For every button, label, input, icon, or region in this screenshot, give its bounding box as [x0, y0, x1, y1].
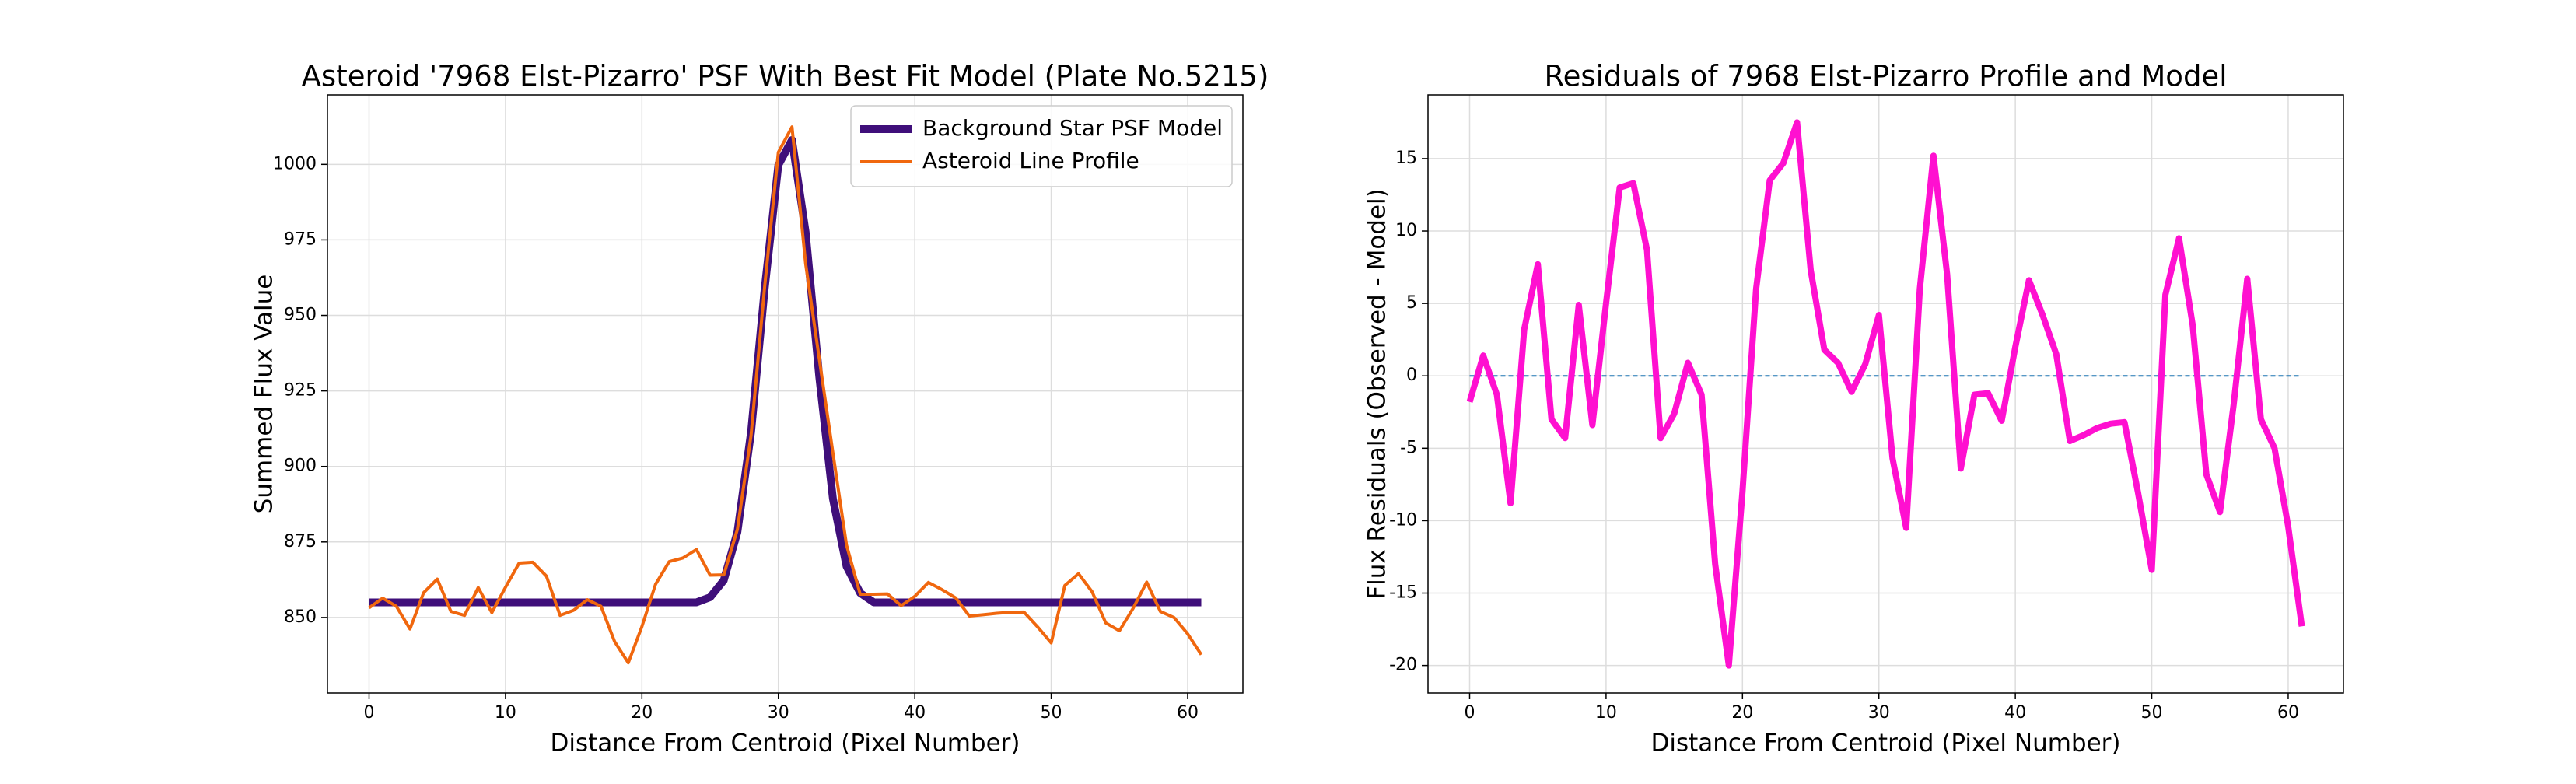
legend-label: Background Star PSF Model	[922, 115, 1223, 141]
x-tick-label: 0	[364, 703, 375, 723]
series-line	[368, 125, 1203, 665]
x-tick-label: 60	[1177, 703, 1199, 723]
x-tick-label: 40	[2004, 703, 2026, 723]
x-tick-label: 20	[1731, 703, 1753, 723]
x-tick-label: 60	[2277, 703, 2299, 723]
x-axis-label: Distance From Centroid (Pixel Number)	[550, 730, 1020, 758]
x-tick-label: 10	[495, 703, 516, 723]
x-tick-label: 20	[631, 703, 653, 723]
chart: 0 10 20 30 40 50 60 -20 -15 -10 -5 0 5 10 15 Residuals …	[1363, 60, 2344, 758]
y-tick-label: -10	[1389, 510, 1417, 530]
axes-frame	[1427, 94, 2344, 694]
y-axis-label: Summed Flux Value	[250, 275, 278, 514]
x-tick-label: 50	[1041, 703, 1062, 723]
axes-frame	[327, 94, 1244, 694]
series-line	[1466, 119, 2305, 669]
y-tick-label: 15	[1395, 149, 1417, 168]
y-tick-label: 0	[1406, 366, 1417, 385]
y-tick-label: 875	[284, 532, 317, 551]
y-tick-label: 850	[284, 607, 317, 627]
chart-title: Residuals of 7968 Elst-Pizarro Profile a…	[1545, 60, 2228, 93]
y-tick-label: 950	[284, 306, 317, 325]
y-tick-label: -20	[1389, 656, 1417, 675]
y-tick-label: -5	[1400, 438, 1417, 457]
legend-box	[850, 105, 1233, 187]
x-tick-label: 50	[2141, 703, 2163, 723]
y-axis-label: Flux Residuals (Observed - Model)	[1363, 188, 1391, 600]
y-tick-label: 925	[284, 381, 317, 401]
x-tick-label: 30	[1868, 703, 1890, 723]
x-tick-label: 40	[904, 703, 926, 723]
x-axis-label: Distance From Centroid (Pixel Number)	[1650, 730, 2120, 758]
y-tick-label: 900	[284, 457, 317, 476]
series-line	[369, 135, 1202, 607]
chart-title: Asteroid '7968 Elst-Pizarro' PSF With Be…	[302, 60, 1269, 93]
legend-label: Asteroid Line Profile	[922, 148, 1139, 173]
y-tick-label: 975	[284, 229, 317, 249]
y-tick-label: 10	[1395, 221, 1417, 240]
x-tick-label: 0	[1465, 703, 1475, 723]
x-tick-label: 30	[768, 703, 789, 723]
y-tick-label: 5	[1406, 293, 1417, 313]
x-tick-label: 10	[1595, 703, 1617, 723]
chart: 0 10 20 30 40 50 60 850 875 900 925 950 975 1000 Aster…	[250, 60, 1269, 758]
y-tick-label: 1000	[273, 154, 317, 173]
y-tick-label: -15	[1389, 583, 1417, 603]
